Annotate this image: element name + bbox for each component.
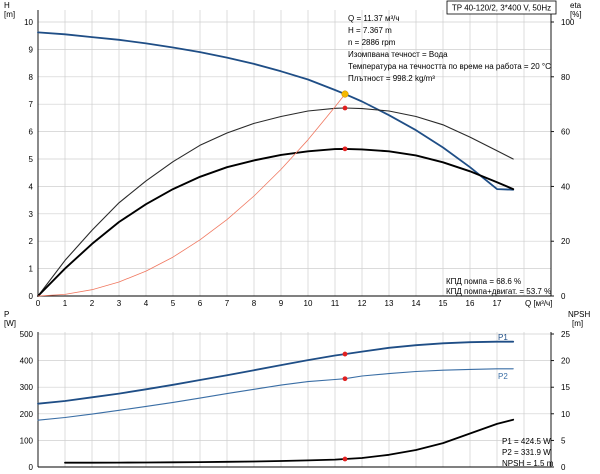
left-tick-label: 8 <box>29 73 34 82</box>
eta-axis-unit: [%] <box>570 10 582 19</box>
right-tick-label: 20 <box>561 237 570 246</box>
left-tick-label: 7 <box>29 100 34 109</box>
x-tick-label: 12 <box>358 299 367 308</box>
left-tick-label: 6 <box>29 128 34 137</box>
duty-point-marker <box>342 105 348 111</box>
x-tick-label: 17 <box>493 299 502 308</box>
x-tick-label: 15 <box>439 299 448 308</box>
h-axis-unit: [m] <box>4 10 15 19</box>
info-n: n = 2886 rpm <box>348 38 396 47</box>
left-tick-label: 2 <box>29 237 34 246</box>
info-p1: P1 = 424.5 W <box>502 437 551 446</box>
p-axis-unit: [W] <box>4 319 16 328</box>
info-temperature: Температура на течността по време на раб… <box>348 62 551 71</box>
chart-title: TP 40-120/2, 3*400 V, 50Hz <box>452 4 551 13</box>
left-tick-label: 10 <box>24 18 33 27</box>
x-tick-label: 8 <box>252 299 257 308</box>
x-tick-label: 7 <box>225 299 230 308</box>
right-tick-label: 80 <box>561 73 570 82</box>
series-label-p2: P2 <box>498 372 508 381</box>
right-tick-label: 5 <box>561 436 566 445</box>
eff-total: КПД помпа+двигат. = 53.7 % <box>446 287 551 296</box>
bottom-series <box>37 340 515 464</box>
right-tick-label: 40 <box>561 182 570 191</box>
left-tick-label: 300 <box>20 383 34 392</box>
left-tick-label: 9 <box>29 45 34 54</box>
eta-axis-label: eta <box>570 1 582 10</box>
top-duty-markers <box>341 90 349 152</box>
x-tick-label: 6 <box>198 299 203 308</box>
left-tick-label: 400 <box>20 357 34 366</box>
series-line-h <box>37 31 515 191</box>
right-tick-label: 20 <box>561 357 570 366</box>
left-tick-label: 200 <box>20 410 34 419</box>
duty-point-marker <box>342 351 348 357</box>
x-tick-label: 9 <box>279 299 284 308</box>
left-tick-label: 500 <box>20 330 34 339</box>
left-tick-label: 0 <box>29 463 34 472</box>
x-tick-label: 16 <box>466 299 475 308</box>
left-tick-label: 4 <box>29 182 34 191</box>
right-tick-label: 0 <box>561 292 566 301</box>
x-tick-label: 5 <box>171 299 176 308</box>
left-tick-label: 1 <box>29 265 34 274</box>
x-tick-label: 11 <box>331 299 340 308</box>
title-box <box>446 0 557 15</box>
power-npsh-panel: 0 100 200 300 400 500 0 5 10 15 20 25 P [W] NPSH [m… <box>4 310 590 472</box>
x-tick-label: 14 <box>412 299 421 308</box>
bottom-axes <box>37 332 554 468</box>
left-tick-label: 3 <box>29 210 34 219</box>
bottom-tick-labels: 0 100 200 300 400 500 0 5 10 15 20 25 <box>20 330 571 472</box>
series-line-system <box>37 93 346 297</box>
bottom-gridlines <box>37 332 552 468</box>
series-label-p1: P1 <box>498 333 508 342</box>
x-tick-label: 1 <box>63 299 68 308</box>
x-tick-label: 3 <box>117 299 122 308</box>
series-line-p2 <box>37 368 514 421</box>
info-npsh: NPSH = 1.5 m <box>502 459 554 468</box>
eff-pump: КПД помпа = 68.6 % <box>446 277 521 286</box>
duty-point-marker <box>342 376 348 382</box>
top-axes <box>37 10 554 297</box>
left-tick-label: 5 <box>29 155 34 164</box>
info-q: Q = 11.37 м³/ч <box>348 14 400 23</box>
info-density: Плътност = 998.2 kg/m³ <box>348 74 435 83</box>
npsh-axis-unit: [m] <box>572 319 583 328</box>
duty-point-marker <box>342 456 348 462</box>
right-tick-label: 60 <box>561 128 570 137</box>
top-gridlines <box>37 10 552 297</box>
top-series <box>37 31 515 297</box>
series-line-npsh <box>64 418 515 464</box>
h-axis-label: H <box>4 1 10 10</box>
right-tick-label: 0 <box>561 463 566 472</box>
info-liquid: Изомпвана течност = Вода <box>348 50 448 59</box>
q-axis-label: Q [м³/ч] <box>525 299 552 308</box>
series-line-eta-total <box>37 147 515 297</box>
right-tick-label: 15 <box>561 383 570 392</box>
bottom-duty-markers <box>342 351 348 462</box>
right-tick-label: 100 <box>561 18 575 27</box>
duty-point-marker <box>342 146 348 152</box>
series-line-p1 <box>37 340 515 405</box>
duty-point-marker <box>341 90 349 98</box>
series-line-eta-pump <box>37 107 514 297</box>
p-axis-label: P <box>4 310 9 319</box>
right-tick-label: 10 <box>561 410 570 419</box>
info-p2: P2 = 331.9 W <box>502 448 551 457</box>
x-tick-label: 10 <box>304 299 313 308</box>
info-h: H = 7.367 m <box>348 26 392 35</box>
x-tick-label: 2 <box>90 299 95 308</box>
right-tick-label: 25 <box>561 330 570 339</box>
left-tick-label: 0 <box>29 292 34 301</box>
x-tick-label: 4 <box>144 299 149 308</box>
left-tick-label: 100 <box>20 436 34 445</box>
x-tick-label: 13 <box>385 299 394 308</box>
x-tick-label: 0 <box>36 299 41 308</box>
npsh-axis-label: NPSH <box>568 310 590 319</box>
